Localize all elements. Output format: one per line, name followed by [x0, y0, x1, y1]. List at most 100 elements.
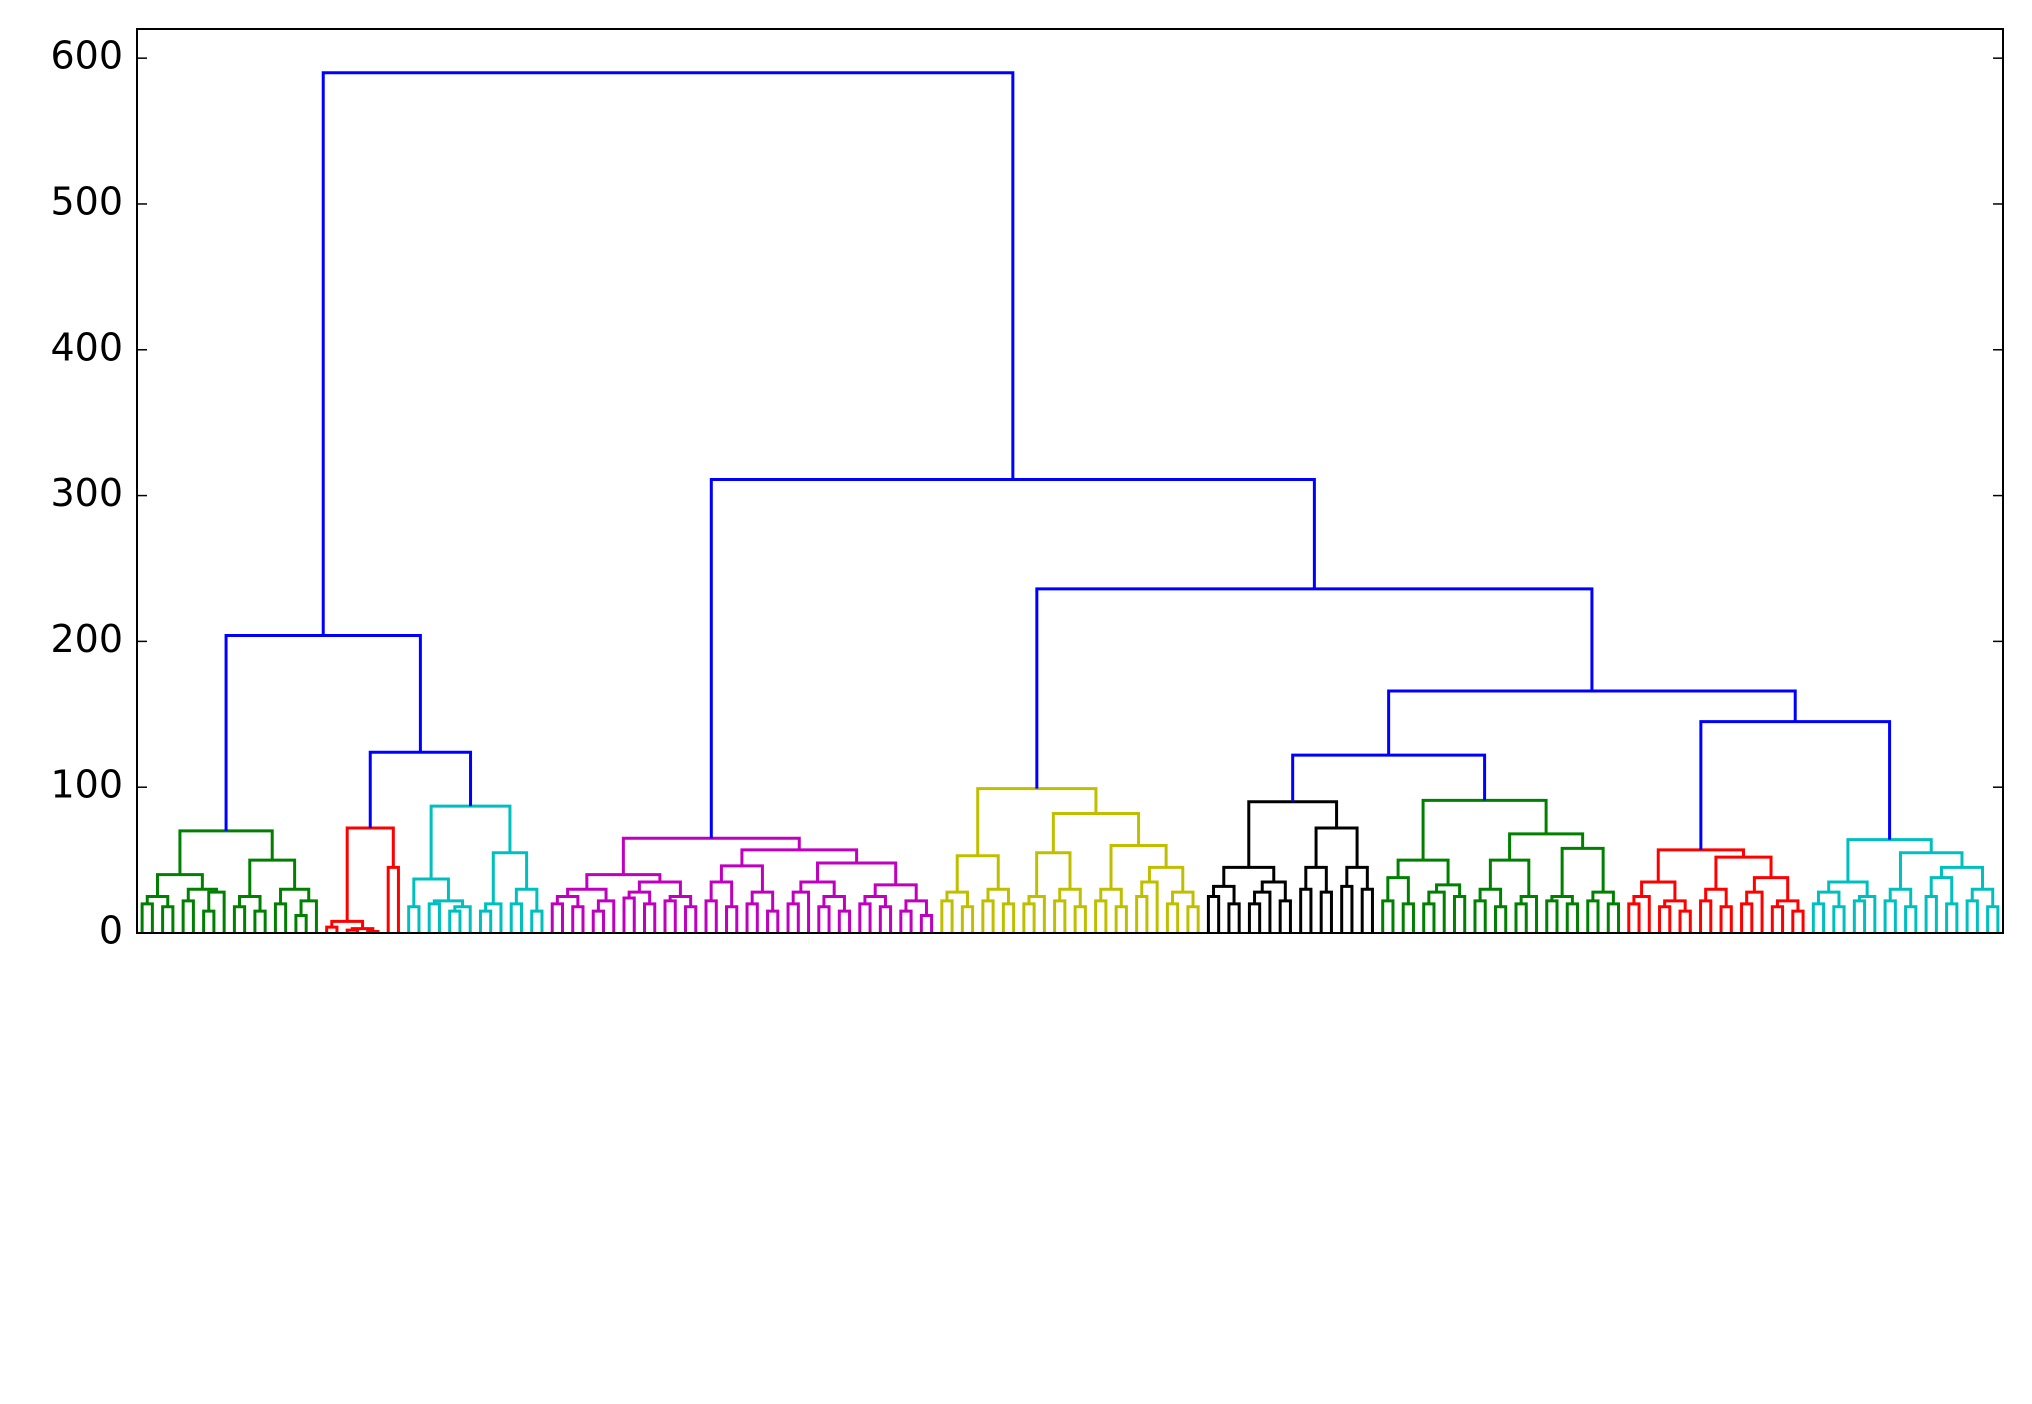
dendrogram-link: [1752, 876, 1790, 901]
dendrogram-link: [1852, 899, 1867, 933]
dendrogram-link: [1386, 876, 1410, 904]
dendrogram-link: [1745, 890, 1764, 933]
dendrogram-link: [1227, 902, 1241, 933]
dendrogram-link: [1965, 899, 1979, 933]
dendrogram-link: [1478, 887, 1503, 907]
dendrogram-link: [1986, 905, 2000, 933]
dendrogram-link: [1314, 826, 1359, 868]
dendrogram-link: [643, 902, 657, 933]
dendrogram-link: [224, 634, 422, 831]
dendrogram-link: [1001, 902, 1016, 933]
dendrogram-link: [1888, 887, 1913, 907]
dendrogram-link: [873, 883, 918, 901]
dendrogram-link: [837, 909, 852, 933]
dendrogram-link: [1699, 720, 1892, 850]
dendrogram-link: [719, 864, 764, 893]
dendrogram-link: [1401, 902, 1415, 933]
dendrogram-link: [1253, 890, 1272, 933]
dendrogram-link: [432, 899, 465, 907]
dendrogram-link: [1452, 895, 1467, 933]
dendrogram-link: [1740, 902, 1754, 933]
dendrogram-link: [1519, 895, 1538, 933]
dendrogram-link: [1545, 899, 1559, 933]
dendrogram-link: [330, 919, 365, 929]
y-tick-label: 100: [50, 763, 123, 807]
y-tick-label: 300: [50, 471, 123, 515]
dendrogram-link: [1924, 895, 1938, 933]
dendrogram-link: [484, 902, 503, 933]
dendrogram-link: [412, 877, 450, 907]
dendrogram-link: [345, 826, 395, 922]
dendrogram-link: [1319, 890, 1333, 933]
dendrogram-link: [248, 858, 297, 897]
dendrogram-link: [596, 899, 616, 933]
dendrogram-link: [294, 914, 308, 933]
dendrogram-link: [156, 873, 204, 897]
dendrogram-link: [321, 71, 1015, 636]
dendrogram-link: [1832, 905, 1846, 933]
dendrogram-link: [1508, 832, 1585, 861]
dendrogram-link: [1291, 753, 1487, 802]
dendrogram-link: [622, 896, 636, 933]
dendrogram-link: [386, 865, 400, 933]
dendrogram-link: [1719, 905, 1733, 933]
dendrogram-link: [1970, 887, 1995, 907]
dendrogram-link: [1658, 905, 1672, 933]
dendrogram-link: [1051, 811, 1141, 853]
dendrogram-link: [637, 880, 682, 897]
dendrogram-link: [1904, 905, 1918, 933]
dendrogram-link: [1929, 876, 1954, 904]
dendrogram-link: [1260, 880, 1287, 901]
dendrogram-link: [899, 909, 913, 933]
dendrogram-link: [1165, 902, 1180, 933]
dendrogram-link: [684, 905, 698, 933]
dendrogram-link: [817, 905, 831, 933]
dendrogram-link: [1699, 899, 1713, 933]
dendrogram-link: [407, 905, 421, 933]
dendrogram-link: [273, 902, 288, 933]
dendrogram-link: [799, 880, 836, 897]
dendrogram-link: [981, 899, 995, 933]
dendrogram-link: [1811, 902, 1826, 933]
dendrogram-link: [1827, 880, 1869, 897]
dendrogram-link: [1606, 902, 1621, 933]
dendrogram-link: [427, 902, 441, 933]
dendrogram-link: [1627, 902, 1641, 933]
dendrogram-link: [786, 902, 800, 933]
dendrogram-link: [709, 478, 1316, 839]
dendrogram-link: [1186, 905, 1200, 933]
dendrogram-link: [202, 909, 216, 933]
dendrogram-link: [1435, 883, 1462, 897]
dendrogram-link: [1427, 890, 1446, 933]
dendrogram-link: [1135, 895, 1149, 933]
dendrogram-link: [1247, 902, 1262, 933]
dendrogram-link: [1704, 887, 1728, 907]
dendrogram-link: [1381, 899, 1395, 933]
dendrogram-link: [919, 914, 934, 933]
dendrogram-link: [299, 899, 318, 933]
dendrogram-link: [663, 899, 677, 933]
dendrogram-link: [704, 899, 718, 933]
dendrogram-link: [1212, 884, 1236, 904]
dendrogram-link: [940, 899, 954, 933]
dendrogram-link: [453, 905, 472, 933]
dendrogram-link: [1114, 905, 1128, 933]
dendrogram-link: [161, 905, 175, 933]
dendrogram-link: [791, 890, 811, 933]
dendrogram-link: [1422, 902, 1436, 933]
dendrogram-link: [514, 887, 539, 912]
dendrogram-link: [1714, 855, 1773, 890]
dendrogram-link: [1140, 880, 1159, 933]
dendrogram-link: [1299, 887, 1313, 933]
dendrogram-link: [904, 899, 928, 916]
dendrogram-link: [1099, 887, 1123, 907]
dendrogram-link: [1770, 905, 1785, 933]
dendrogram-link: [181, 899, 195, 933]
dendrogram-link: [1421, 798, 1548, 861]
dendrogram-link: [750, 890, 775, 912]
dendrogram-link: [1514, 902, 1528, 933]
dendrogram-link: [1565, 902, 1580, 933]
dendrogram-link: [1488, 858, 1531, 897]
y-tick-label: 500: [50, 179, 123, 223]
